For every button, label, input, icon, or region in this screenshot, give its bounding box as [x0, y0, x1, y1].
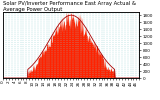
Text: Solar PV/Inverter Performance East Array Actual & Average Power Output: Solar PV/Inverter Performance East Array… [3, 1, 136, 12]
